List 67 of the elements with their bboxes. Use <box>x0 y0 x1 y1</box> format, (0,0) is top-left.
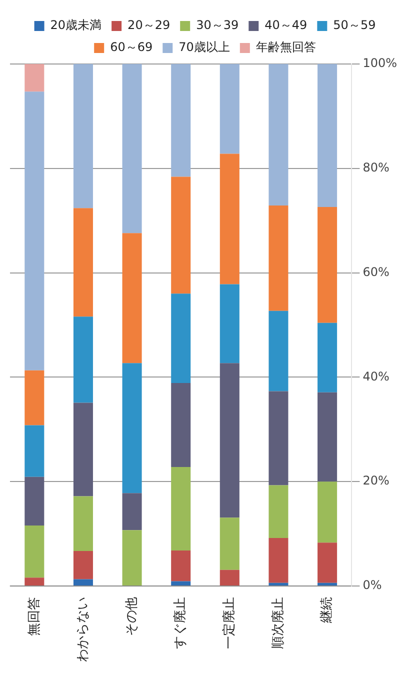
bar <box>24 525 44 578</box>
bar <box>268 582 288 586</box>
bar <box>220 284 240 364</box>
bar <box>318 322 338 392</box>
x-tick-label: 継続 <box>320 597 335 624</box>
bar <box>220 518 240 570</box>
bar <box>318 482 338 543</box>
legend-label: 年齢無回答 <box>256 40 316 54</box>
x-tick-label: わからない <box>76 597 91 662</box>
bar <box>171 581 191 586</box>
bar <box>73 496 93 552</box>
bar <box>73 579 93 586</box>
bar <box>73 208 93 317</box>
bar <box>268 64 288 206</box>
bar <box>73 551 93 580</box>
bar <box>220 154 240 284</box>
bar <box>122 493 142 530</box>
legend-label: 30～39 <box>196 18 239 32</box>
bar <box>24 425 44 477</box>
bar <box>268 538 288 583</box>
bar <box>122 363 142 494</box>
bar <box>171 550 191 582</box>
bar <box>318 392 338 482</box>
legend-label: 50～59 <box>333 18 376 32</box>
bar <box>171 176 191 294</box>
bar <box>122 233 142 364</box>
bar <box>24 64 44 92</box>
bar <box>171 382 191 467</box>
x-tick-label: 一定廃止 <box>222 597 238 649</box>
bar <box>318 582 338 586</box>
bar <box>122 64 142 234</box>
y-tick-label: 60% <box>362 264 390 279</box>
y-tick-label: 40% <box>362 369 390 384</box>
x-tick-label: すぐ廃止 <box>173 597 188 649</box>
bar <box>268 310 288 392</box>
bar <box>24 92 44 370</box>
y-tick-label: 0% <box>362 578 382 592</box>
bar <box>24 370 44 426</box>
bar <box>318 542 338 583</box>
bar <box>171 64 191 177</box>
bar <box>24 476 44 526</box>
bar <box>318 64 338 208</box>
legend-label: 60～69 <box>110 40 153 54</box>
legend-label: 40～49 <box>264 18 308 32</box>
x-tick-label: その他 <box>124 597 140 636</box>
bar <box>73 402 93 496</box>
bar <box>318 207 338 323</box>
bar <box>268 391 288 486</box>
bar <box>220 363 240 518</box>
legend-label: 70歳以上 <box>178 40 230 54</box>
bar <box>171 466 191 551</box>
bar <box>24 578 44 586</box>
legend-label: 20～29 <box>128 18 170 32</box>
bar <box>73 64 93 208</box>
bar <box>268 485 288 538</box>
x-tick-label: 無回答 <box>26 597 42 636</box>
y-tick-label: 20% <box>362 474 390 488</box>
y-tick-label: 100% <box>362 56 398 70</box>
bar <box>220 570 240 586</box>
bar <box>122 530 142 586</box>
bar <box>171 294 191 383</box>
bar <box>268 205 288 311</box>
bar <box>220 64 240 154</box>
y-tick-label: 80% <box>362 160 390 175</box>
legend-label: 20歳未満 <box>50 18 102 32</box>
x-tick-label: 順次廃止 <box>270 597 286 649</box>
bar <box>73 316 93 403</box>
